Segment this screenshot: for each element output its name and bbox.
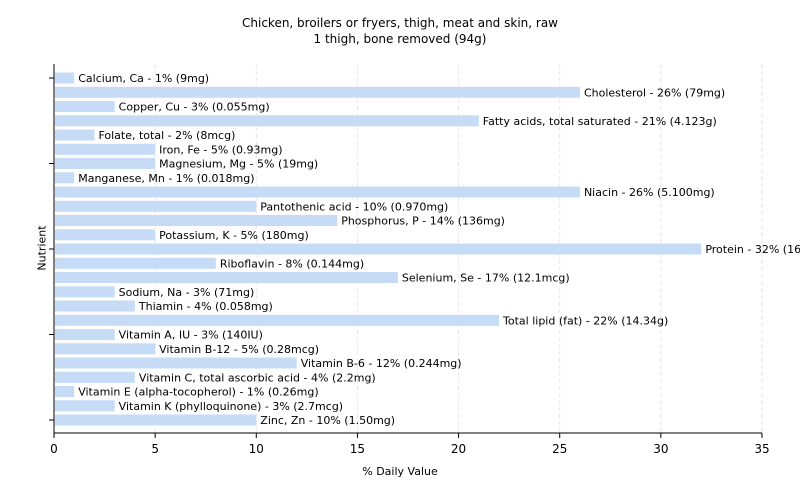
x-tick-label: 25 <box>552 442 567 456</box>
bar <box>55 200 257 212</box>
y-axis-title: Nutrient <box>35 225 49 271</box>
bar <box>55 386 75 397</box>
data-label: Potassium, K - 5% (180mg) <box>159 229 309 242</box>
bar <box>55 286 115 298</box>
bar <box>55 172 75 184</box>
x-tick-label: 5 <box>151 442 159 456</box>
data-label: Iron, Fe - 5% (0.93mg) <box>159 143 282 156</box>
data-label: Manganese, Mn - 1% (0.018mg) <box>78 172 254 185</box>
x-tick-label: 10 <box>249 442 264 456</box>
bar <box>55 314 499 326</box>
x-tick-label: 20 <box>451 442 466 456</box>
bar <box>55 215 338 226</box>
data-label: Thiamin - 4% (0.058mg) <box>138 300 273 313</box>
bar <box>55 72 75 84</box>
data-label: Fatty acids, total saturated - 21% (4.12… <box>483 115 717 128</box>
data-label: Vitamin A, IU - 3% (140IU) <box>119 329 263 342</box>
data-label: Pantothenic acid - 10% (0.970mg) <box>260 200 448 213</box>
chart-title: Chicken, broilers or fryers, thigh, meat… <box>242 16 558 30</box>
x-tick-label: 35 <box>754 442 769 456</box>
data-label: Folate, total - 2% (8mcg) <box>98 129 235 142</box>
bar <box>55 186 580 198</box>
bar <box>55 115 479 127</box>
data-label: Riboflavin - 8% (0.144mg) <box>220 257 364 270</box>
data-label: Protein - 32% (16.23g) <box>705 243 800 256</box>
data-label: Phosphorus, P - 14% (136mg) <box>341 215 505 228</box>
data-label: Niacin - 26% (5.100mg) <box>584 186 715 199</box>
bar <box>55 257 216 269</box>
bar <box>55 357 297 369</box>
chart-subtitle: 1 thigh, bone removed (94g) <box>313 32 487 46</box>
data-label: Vitamin B-6 - 12% (0.244mg) <box>301 357 462 370</box>
bar <box>55 272 398 283</box>
bar <box>55 243 702 255</box>
data-label: Cholesterol - 26% (79mg) <box>584 86 725 99</box>
data-label: Copper, Cu - 3% (0.055mg) <box>119 101 270 114</box>
bar <box>55 414 257 426</box>
bar <box>55 343 156 355</box>
bar <box>55 86 580 98</box>
x-tick-label: 15 <box>350 442 365 456</box>
bar <box>55 129 95 141</box>
bar <box>55 158 156 169</box>
data-label: Vitamin B-12 - 5% (0.28mcg) <box>159 343 319 356</box>
data-label: Sodium, Na - 3% (71mg) <box>119 286 255 299</box>
x-axis-title: % Daily Value <box>362 465 438 478</box>
data-label: Vitamin E (alpha-tocopherol) - 1% (0.26m… <box>78 386 318 399</box>
data-label: Zinc, Zn - 10% (1.50mg) <box>260 414 395 427</box>
bar <box>55 400 115 412</box>
data-label: Total lipid (fat) - 22% (14.34g) <box>502 314 668 327</box>
data-label: Vitamin K (phylloquinone) - 3% (2.7mcg) <box>119 400 343 413</box>
bar <box>55 329 115 340</box>
bar <box>55 101 115 112</box>
data-label: Selenium, Se - 17% (12.1mcg) <box>402 272 570 285</box>
data-label: Calcium, Ca - 1% (9mg) <box>78 72 209 85</box>
bar <box>55 371 135 383</box>
data-label: Vitamin C, total ascorbic acid - 4% (2.2… <box>139 371 376 384</box>
bar <box>55 143 156 155</box>
x-tick-label: 0 <box>50 442 58 456</box>
data-label: Magnesium, Mg - 5% (19mg) <box>159 158 318 171</box>
bar <box>55 229 156 241</box>
bar <box>55 300 135 312</box>
x-tick-label: 30 <box>653 442 668 456</box>
